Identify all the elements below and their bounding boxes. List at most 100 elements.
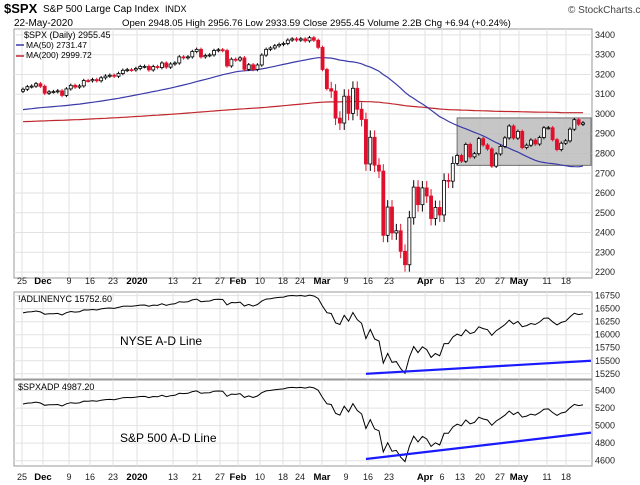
x-tick-label: 6 <box>439 276 444 286</box>
x-tick-label: 11 <box>542 472 551 482</box>
candle-body <box>463 144 468 162</box>
candle-body <box>568 128 572 142</box>
spx-ad-line <box>22 386 584 463</box>
candle-body <box>424 187 429 197</box>
candle-body <box>212 50 216 56</box>
candle-body <box>42 85 47 94</box>
x-tick-label: 25 <box>17 276 27 286</box>
candle-body <box>307 37 312 42</box>
candle-body <box>203 55 208 58</box>
adline-legend: !ADLINENYC 15752.60 <box>18 294 112 304</box>
candle-body <box>94 79 99 82</box>
adline-y-tick-label: 16750 <box>595 291 620 301</box>
candle-body <box>146 65 151 71</box>
price-y-tick-label: 2400 <box>595 228 615 238</box>
candle-body <box>186 56 190 59</box>
candle-body <box>385 206 390 236</box>
quote-line: Open 2948.05 High 2956.76 Low 2933.59 Cl… <box>122 18 511 29</box>
adline-y-tick-label: 16500 <box>595 304 620 314</box>
adline-panel-frame <box>13 291 593 380</box>
candle-body <box>324 69 329 90</box>
x-tick-label: 18 <box>278 276 288 286</box>
candle-body <box>359 108 364 120</box>
credit-label[interactable]: © StockCharts.com <box>568 5 640 16</box>
x-tick-label: 16 <box>363 472 373 482</box>
candle-body <box>346 95 351 114</box>
ma50-line <box>22 56 584 168</box>
x-tick-label: 16 <box>85 472 95 482</box>
price-y-tick-label: 3200 <box>595 69 615 79</box>
x-tick-label: 23 <box>384 472 394 482</box>
x-tick-label: 18 <box>561 276 571 286</box>
candle-body <box>572 119 577 130</box>
adline-y-tick-label: 15500 <box>595 356 620 366</box>
x-tick-label: Mar <box>314 276 331 287</box>
x-tick-label: 2020 <box>126 472 147 483</box>
candle-body <box>450 162 455 182</box>
candle-body <box>489 148 494 167</box>
x-tick-label: Feb <box>230 276 247 287</box>
price-y-tick-label: 2300 <box>595 247 615 257</box>
candle-body <box>524 144 529 148</box>
candle-body <box>507 125 512 139</box>
candle-body <box>381 170 386 236</box>
nyse-ad-trendline <box>365 359 592 375</box>
x-tick-label: 18 <box>278 472 288 482</box>
candle-body <box>142 65 147 68</box>
x-tick-label: 13 <box>455 276 465 286</box>
candle-body <box>29 85 34 88</box>
candle-body <box>81 80 86 87</box>
x-tick-label: 27 <box>495 276 505 286</box>
x-tick-label: Apr <box>417 276 434 287</box>
candle-body <box>403 250 407 266</box>
x-tick-label: 16 <box>363 276 373 286</box>
candle-body <box>177 56 182 64</box>
x-tick-label: 10 <box>255 276 265 286</box>
candle-body <box>442 179 447 216</box>
price-y-tick-label: 2900 <box>595 129 615 139</box>
candle-body <box>238 57 242 61</box>
candle-body <box>329 88 334 92</box>
candle-body <box>194 48 199 52</box>
candle-body <box>190 51 195 58</box>
candle-body <box>542 127 546 138</box>
candle-body <box>320 46 325 70</box>
spx-ad-layer <box>22 386 592 463</box>
x-tick-label: 24 <box>295 276 305 286</box>
x-tick-label: 24 <box>295 472 305 482</box>
adline-y-tick-label: 15250 <box>595 369 620 379</box>
candle-body <box>133 68 138 71</box>
candle-body <box>559 142 564 150</box>
candle-body <box>86 80 91 82</box>
candle-body <box>242 57 247 70</box>
candle-body <box>220 49 225 52</box>
axis-layer: 2200 2300 2400 2500 2600 2700 2800 2900 3000 3100… <box>17 30 620 483</box>
candle-body <box>511 125 516 139</box>
candle-body <box>159 62 164 68</box>
candle-body <box>563 140 568 144</box>
candle-body <box>420 187 425 206</box>
candle-body <box>437 207 442 216</box>
x-tick-label: 13 <box>168 276 178 286</box>
x-tick-label: 13 <box>455 472 465 482</box>
candle-body <box>99 77 104 82</box>
candle-body <box>446 179 451 182</box>
candle-body <box>537 137 542 145</box>
spxadp-y-tick-label: 5000 <box>595 421 615 431</box>
candle-body <box>581 122 585 125</box>
x-tick-label: 11 <box>542 276 551 286</box>
ma200-line <box>22 100 583 123</box>
candle-body <box>342 95 347 124</box>
x-tick-label: 27 <box>215 276 225 286</box>
exchange-label: INDX <box>165 4 187 14</box>
candle-body <box>129 69 134 72</box>
x-tick-label: 6 <box>439 472 444 482</box>
x-tick-label: 18 <box>561 472 571 482</box>
x-tick-label: 23 <box>108 472 118 482</box>
date-label: 22-May-2020 <box>14 18 73 29</box>
price-y-tick-label: 3000 <box>595 109 615 119</box>
candle-body <box>281 43 286 45</box>
candle-body <box>251 64 255 70</box>
candle-body <box>38 83 43 87</box>
candle-body <box>125 69 130 72</box>
